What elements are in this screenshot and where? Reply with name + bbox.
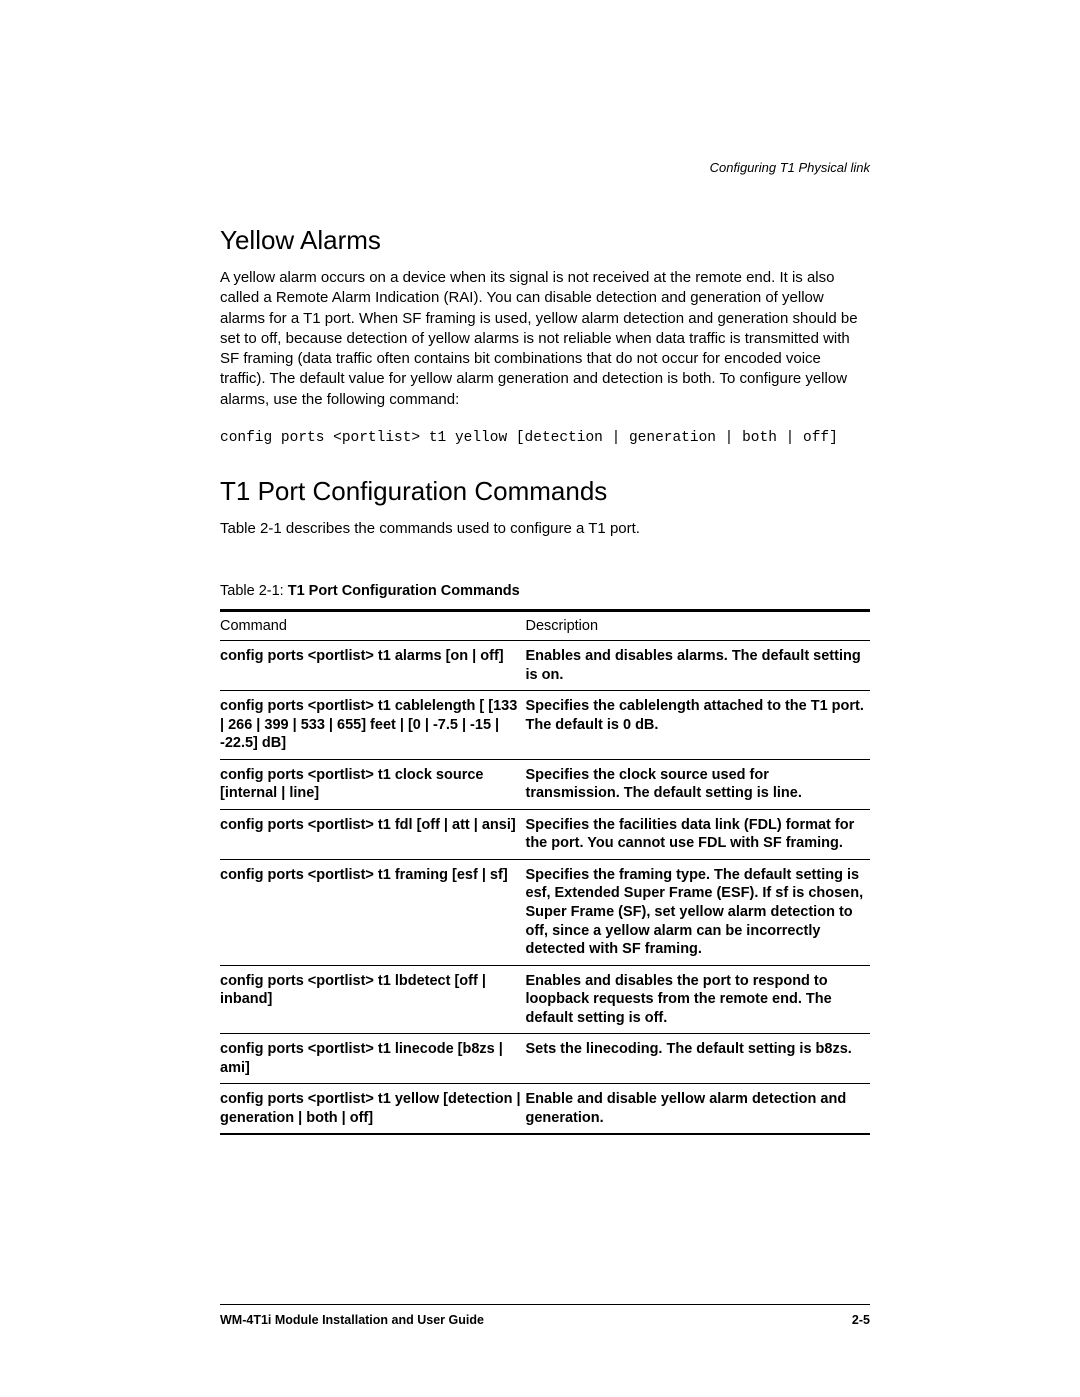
cell-command: config ports <portlist> t1 fdl [off | at… [220,809,526,859]
cell-command: config ports <portlist> t1 cablelength [… [220,691,526,760]
table-row: config ports <portlist> t1 clock source … [220,759,870,809]
table-row: config ports <portlist> t1 yellow [detec… [220,1084,870,1135]
table-row: config ports <portlist> t1 framing [esf … [220,859,870,965]
table-caption-title: T1 Port Configuration Commands [288,583,520,599]
cell-command: config ports <portlist> t1 lbdetect [off… [220,965,526,1034]
table-caption: Table 2-1: T1 Port Configuration Command… [220,583,870,599]
cell-command: config ports <portlist> t1 yellow [detec… [220,1084,526,1135]
table-row: config ports <portlist> t1 cablelength [… [220,691,870,760]
cell-description: Specifies the clock source used for tran… [526,759,871,809]
table-header-command: Command [220,611,526,641]
cell-command: config ports <portlist> t1 alarms [on | … [220,641,526,691]
table-row: config ports <portlist> t1 alarms [on | … [220,641,870,691]
table-row: config ports <portlist> t1 lbdetect [off… [220,965,870,1034]
cell-description: Sets the linecoding. The default setting… [526,1034,871,1084]
paragraph-yellow-alarms: A yellow alarm occurs on a device when i… [220,268,870,410]
footer-guide-title: WM-4T1i Module Installation and User Gui… [220,1313,484,1327]
cell-description: Enables and disables alarms. The default… [526,641,871,691]
cell-description: Enables and disables the port to respond… [526,965,871,1034]
table-caption-label: Table 2-1: [220,583,288,599]
table-row: config ports <portlist> t1 fdl [off | at… [220,809,870,859]
heading-t1-port-config: T1 Port Configuration Commands [220,476,870,507]
cell-command: config ports <portlist> t1 framing [esf … [220,859,526,965]
page-container: Configuring T1 Physical link Yellow Alar… [0,0,1080,1397]
command-yellow: config ports <portlist> t1 yellow [detec… [220,430,870,446]
cell-description: Enable and disable yellow alarm detectio… [526,1084,871,1135]
paragraph-table-intro: Table 2-1 describes the commands used to… [220,519,870,539]
cell-description: Specifies the cablelength attached to th… [526,691,871,760]
footer-page-number: 2-5 [852,1313,870,1327]
table-row: config ports <portlist> t1 linecode [b8z… [220,1034,870,1084]
commands-table: Command Description config ports <portli… [220,609,870,1135]
running-head: Configuring T1 Physical link [220,160,870,175]
heading-yellow-alarms: Yellow Alarms [220,225,870,256]
table-header-description: Description [526,611,871,641]
cell-description: Specifies the facilities data link (FDL)… [526,809,871,859]
cell-description: Specifies the framing type. The default … [526,859,871,965]
cell-command: config ports <portlist> t1 clock source … [220,759,526,809]
cell-command: config ports <portlist> t1 linecode [b8z… [220,1034,526,1084]
table-header-row: Command Description [220,611,870,641]
page-footer: WM-4T1i Module Installation and User Gui… [220,1304,870,1327]
